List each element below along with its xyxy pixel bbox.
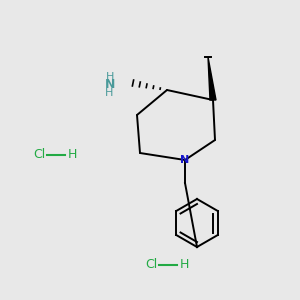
Text: H: H [180,259,189,272]
Text: H: H [68,148,77,161]
Text: N: N [105,79,115,92]
Text: Cl: Cl [145,259,157,272]
Polygon shape [208,57,216,100]
Text: N: N [180,155,190,165]
Text: Cl: Cl [33,148,45,161]
Text: H: H [106,72,114,82]
Text: H: H [105,88,113,98]
